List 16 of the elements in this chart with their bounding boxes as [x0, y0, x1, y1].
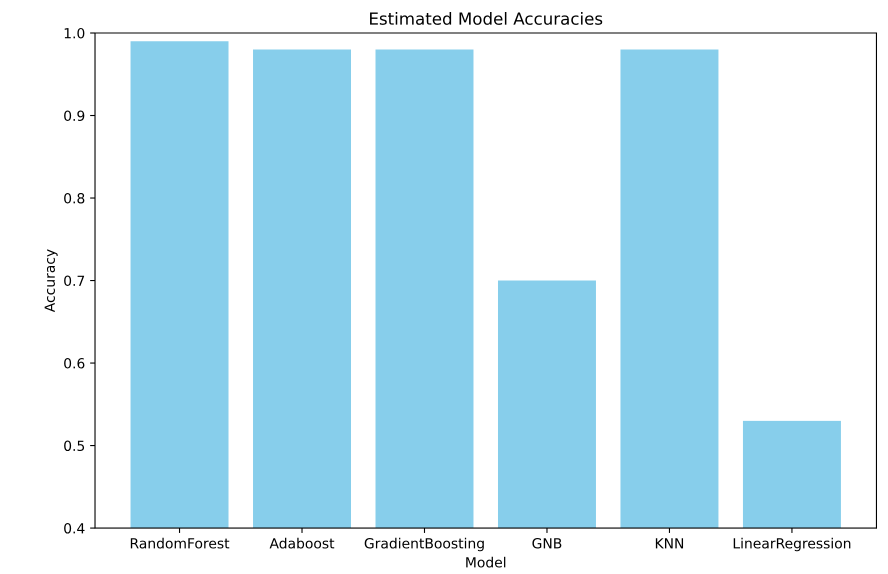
y-tick-label: 0.7 — [64, 276, 84, 286]
x-tick-label: LinearRegression — [734, 538, 850, 552]
y-tick-label: 1.0 — [64, 28, 84, 38]
x-tick-label: Adaboost — [270, 538, 334, 549]
y-tick-label: 0.6 — [64, 358, 84, 369]
x-tick-label: KNN — [656, 538, 684, 548]
chart-title: Estimated Model Accuracies — [370, 12, 602, 25]
x-axis-title: Model — [466, 556, 506, 568]
y-tick-label: 0.8 — [64, 193, 84, 204]
y-tick-label: 0.9 — [64, 110, 84, 121]
x-tick-label: GNB — [532, 538, 562, 549]
x-tick-label: GradientBoosting — [364, 538, 484, 552]
x-tick-label: RandomForest — [130, 538, 230, 549]
y-tick-label: 0.5 — [64, 440, 84, 452]
y-tick-label: 0.4 — [64, 523, 85, 534]
y-axis-title: Accuracy — [44, 249, 58, 312]
